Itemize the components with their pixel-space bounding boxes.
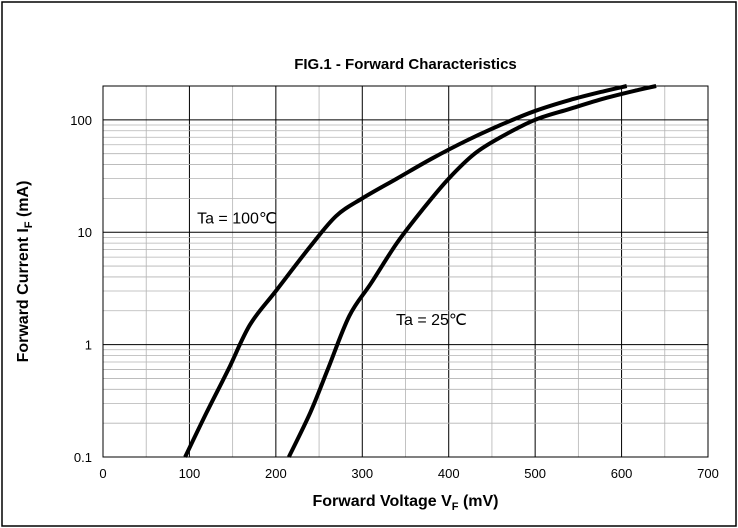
tick-labels: 0 100 200 300 400 500 600 700 0.1 1 10 100 bbox=[70, 113, 719, 481]
x-tick-label: 600 bbox=[611, 466, 633, 481]
x-tick-label: 500 bbox=[524, 466, 546, 481]
chart-title: FIG.1 - Forward Characteristics bbox=[294, 56, 517, 73]
y-axis-label-tail: (mA) bbox=[15, 181, 32, 222]
x-axis-label-main: Forward Voltage V bbox=[312, 493, 452, 510]
x-tick-label: 300 bbox=[351, 466, 373, 481]
series-line-ta-100c bbox=[183, 84, 628, 458]
series-line-ta-25c bbox=[287, 84, 657, 458]
y-tick-label: 10 bbox=[78, 225, 92, 240]
grid bbox=[103, 85, 708, 458]
y-axis-label: Forward Current IF (mA) bbox=[15, 181, 35, 363]
y-axis-label-sub: F bbox=[23, 221, 35, 228]
x-axis-label-tail: (mV) bbox=[459, 493, 499, 510]
x-tick-label: 400 bbox=[438, 466, 460, 481]
x-tick-label: 200 bbox=[265, 466, 287, 481]
y-tick-label: 0.1 bbox=[74, 450, 92, 465]
annotation-ta-100c: Ta = 100℃ bbox=[197, 210, 277, 227]
x-tick-label: 0 bbox=[99, 466, 106, 481]
annotation-ta-25c: Ta = 25℃ bbox=[396, 312, 467, 329]
series-layer bbox=[183, 84, 657, 458]
plot-area-border bbox=[102, 85, 709, 458]
x-axis-label: Forward Voltage VF (mV) bbox=[312, 493, 498, 513]
annotations: Ta = 100℃ Ta = 25℃ bbox=[197, 210, 467, 328]
x-axis-label-sub: F bbox=[452, 501, 459, 513]
y-tick-label: 1 bbox=[85, 338, 92, 353]
x-tick-label: 100 bbox=[179, 466, 201, 481]
y-axis-label-main: Forward Current I bbox=[15, 228, 32, 362]
x-tick-label: 700 bbox=[697, 466, 719, 481]
y-tick-label: 100 bbox=[70, 113, 92, 128]
